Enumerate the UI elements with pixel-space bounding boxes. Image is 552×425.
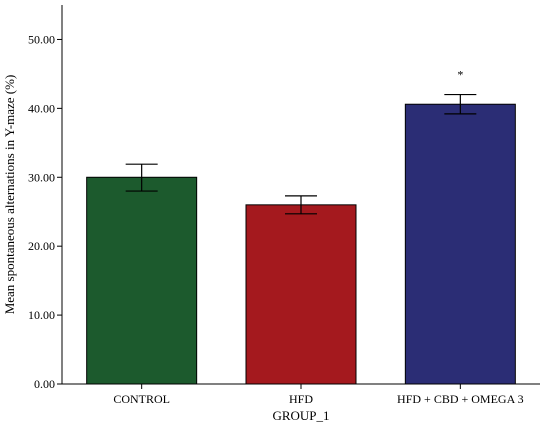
x-labels-layer: CONTROL HFD HFD + CBD + OMEGA 3: [113, 384, 524, 406]
bars-layer: [86, 103, 516, 385]
y-ticks-layer: 0.00 10.00 20.00 30.00 40.00 50.00: [28, 32, 62, 391]
bar: [86, 176, 198, 385]
y-tick-label: 50.00: [28, 32, 55, 46]
x-category-label: HFD + CBD + OMEGA 3: [397, 392, 524, 406]
bar: [245, 204, 357, 385]
y-tick-label: 10.00: [28, 308, 55, 322]
y-tick-label: 20.00: [28, 239, 55, 253]
bar: [404, 103, 516, 385]
y-tick-label: 40.00: [28, 101, 55, 115]
x-category-label: HFD: [289, 392, 313, 406]
significance-marker: *: [457, 68, 463, 82]
error-bars-layer: *: [125, 68, 477, 215]
x-axis-title: GROUP_1: [272, 408, 329, 423]
y-tick-label: 30.00: [28, 170, 55, 184]
y-axis-title: Mean spontaneous alternations in Y-maze …: [2, 75, 17, 315]
x-category-label: CONTROL: [113, 392, 170, 406]
y-tick-label: 0.00: [34, 377, 55, 391]
